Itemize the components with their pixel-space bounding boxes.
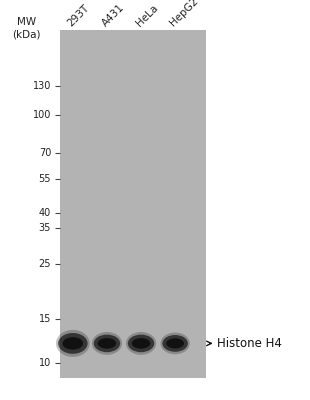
- Text: 15: 15: [39, 314, 51, 324]
- Ellipse shape: [126, 332, 156, 355]
- Ellipse shape: [63, 337, 83, 350]
- Ellipse shape: [128, 335, 154, 352]
- Ellipse shape: [92, 332, 122, 355]
- Text: 35: 35: [39, 223, 51, 233]
- Text: 100: 100: [33, 110, 51, 120]
- Text: 293T: 293T: [66, 2, 91, 28]
- Text: HepG2: HepG2: [168, 0, 200, 28]
- Bar: [60, 30, 206, 378]
- Text: 25: 25: [39, 259, 51, 269]
- Text: Histone H4: Histone H4: [217, 337, 282, 350]
- Text: 70: 70: [39, 148, 51, 158]
- Ellipse shape: [98, 338, 116, 349]
- Ellipse shape: [162, 335, 188, 352]
- Text: 55: 55: [39, 174, 51, 184]
- Ellipse shape: [132, 338, 150, 349]
- Ellipse shape: [56, 330, 90, 357]
- Ellipse shape: [161, 332, 190, 354]
- Ellipse shape: [166, 338, 184, 348]
- Text: MW
(kDa): MW (kDa): [12, 17, 41, 40]
- Text: 10: 10: [39, 358, 51, 368]
- Text: A431: A431: [100, 2, 126, 28]
- Ellipse shape: [94, 335, 120, 352]
- Text: 130: 130: [33, 81, 51, 91]
- Text: 40: 40: [39, 208, 51, 218]
- Ellipse shape: [58, 333, 87, 354]
- Text: HeLa: HeLa: [134, 2, 160, 28]
